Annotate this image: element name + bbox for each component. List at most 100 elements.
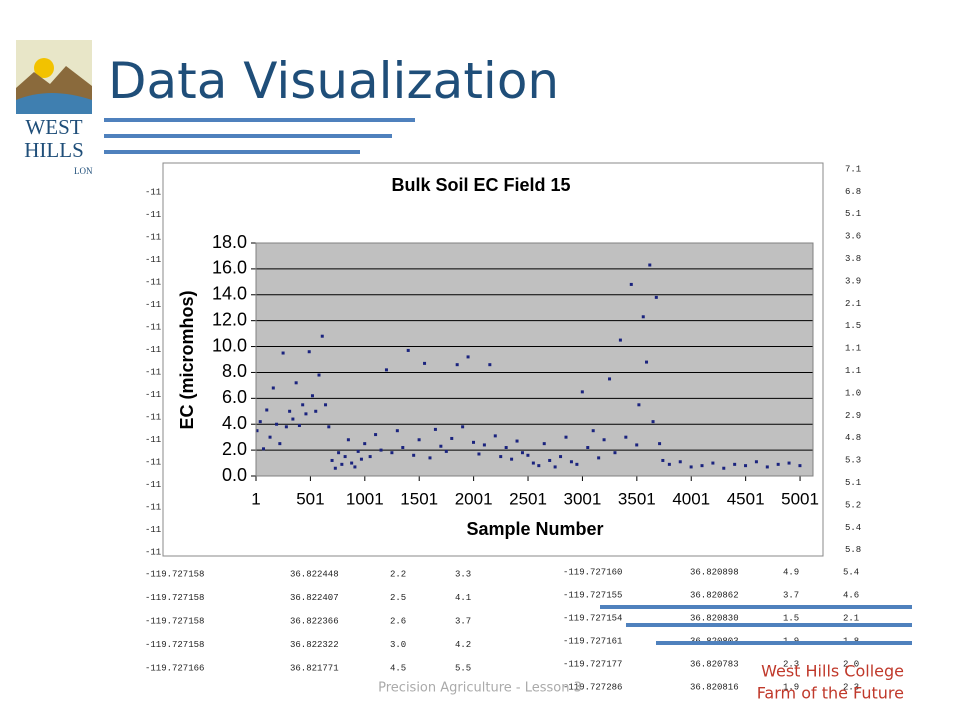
table-cell: 5.2 [845,500,861,510]
x-axis-label: Sample Number [466,519,603,539]
point [417,438,421,442]
y-tick-label: 10.0 [212,335,247,355]
table-cell: -11 [145,345,161,355]
point [678,460,682,464]
table-cell: 2.1 [843,613,859,623]
table-cell: -11 [145,255,161,265]
point [493,434,497,438]
point [278,442,282,446]
point [317,373,321,377]
point [744,464,748,468]
table-cell: 5.1 [845,209,861,219]
point [384,368,388,372]
point [591,429,595,433]
x-tick-label: 1 [251,489,260,508]
point [343,455,347,459]
table-cell: -11 [145,390,161,400]
point [423,361,427,365]
point [637,403,641,407]
point [564,435,568,439]
table-cell: 3.6 [845,232,861,242]
point [294,381,298,385]
point [320,334,324,338]
table-cell: -11 [145,547,161,557]
table-cell: 4.1 [455,593,471,603]
point [477,452,481,456]
point [310,394,314,398]
table-cell: 1.9 [783,682,799,692]
point [559,455,563,459]
point [700,464,704,468]
point [330,458,334,462]
point [439,444,443,448]
table-cell: 36.822407 [290,593,339,603]
point [765,465,769,469]
table-cell: -119.727158 [145,616,204,626]
table-cell: 2.3 [843,682,859,692]
point [271,386,275,390]
point [602,438,606,442]
table-cell: -11 [145,367,161,377]
point [433,427,437,431]
table-cell: 5.4 [843,567,859,577]
point [428,456,432,460]
table-cell: 36.822366 [290,616,339,626]
table-cell: 3.3 [455,569,471,579]
point [722,466,726,470]
table-cell: 36.821771 [290,663,339,673]
point [379,448,383,452]
chart-title: Bulk Soil EC Field 15 [391,175,570,195]
point [654,295,658,299]
point [356,449,360,453]
point [291,417,295,421]
table-cell: 1.1 [845,366,861,376]
point [450,436,454,440]
table-cell: 36.820783 [690,659,739,669]
footer: Precision Agriculture - Lesson 3 [378,681,582,696]
table-cell: 36.820816 [690,682,739,692]
logo-tagline: LON [74,166,93,176]
point [455,363,459,367]
y-tick-label: 16.0 [212,258,247,278]
table-cell: -11 [145,502,161,512]
x-tick-label: 4001 [672,489,710,508]
point [624,435,628,439]
table-cell: 1.5 [845,321,861,331]
point [390,451,394,455]
point [406,348,410,352]
point [689,465,693,469]
point [658,442,662,446]
table-cell: -119.727154 [563,613,622,623]
point [553,465,557,469]
table-cell: 36.820862 [690,590,739,600]
table-cell: -119.727155 [563,590,622,600]
table-cell: -119.727160 [563,567,622,577]
point [733,462,737,466]
table-cell: 4.9 [783,567,799,577]
point [281,351,285,355]
point [255,429,259,433]
point [288,409,292,413]
point [569,460,573,464]
point [537,464,541,468]
table-cell: 3.8 [845,254,861,264]
tables: -11 -11 -11 -11 -11 -11 -11 -11 -11 -11 -11 -11 -11 -… [145,164,861,692]
point [648,263,652,267]
point [401,446,405,450]
table-cell: -119.727286 [563,682,622,692]
point [635,443,639,447]
logo: WEST HILLS LON [16,40,93,176]
y-axis-label: EC (micromhos) [177,290,197,429]
point [629,282,633,286]
point [520,451,524,455]
point [314,409,318,413]
point [337,451,341,455]
x-tick-label: 1501 [400,489,438,508]
table-cell: 1.0 [845,388,861,398]
point [472,440,476,444]
point [586,446,590,450]
point [346,438,350,442]
y-tick-label: 12.0 [212,309,247,329]
point [301,403,305,407]
point [262,447,266,451]
